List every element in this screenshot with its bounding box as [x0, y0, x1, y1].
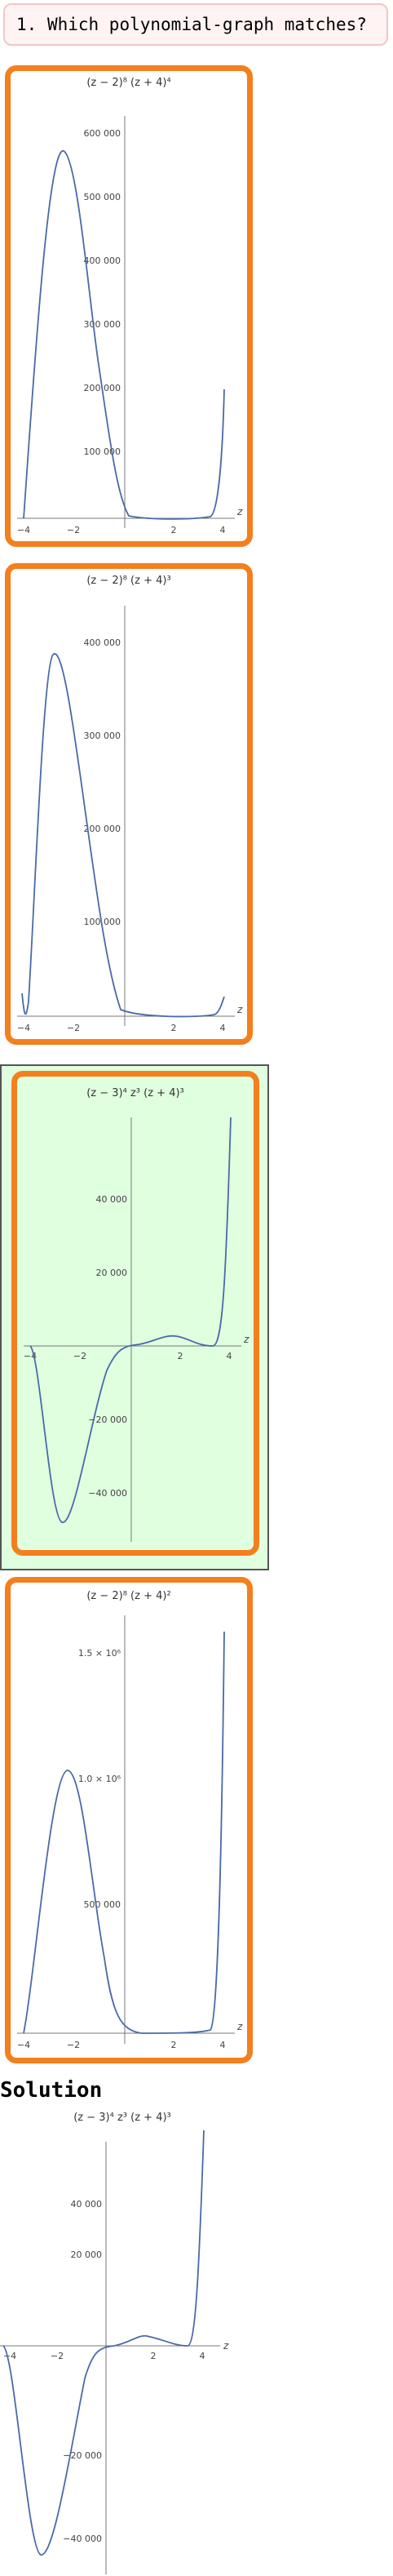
question-number: 1. [16, 15, 38, 34]
x-axis-var: z [236, 506, 243, 517]
x-tick-label: −4 [17, 1023, 30, 1033]
x-ticks: −4 −2 2 4 [17, 1023, 226, 1033]
x-tick-label: 4 [220, 525, 226, 535]
x-tick-label: −2 [67, 525, 80, 535]
plot-title: (z − 3)⁴ z³ (z + 4)³ [73, 2112, 171, 2124]
y-ticks: −40 000 −20 000 20 000 40 000 [63, 2199, 102, 2544]
curve [21, 653, 225, 1018]
y-ticks: 500 000 1.0 × 10⁶ 1.5 × 10⁶ [78, 1648, 121, 1910]
option-3[interactable]: (z − 3)⁴ z³ (z + 4)³ z −4 −2 2 4 −40 000… [11, 1071, 259, 1556]
option-4[interactable]: (z − 2)⁸ (z + 4)² z −4 −2 2 4 500 000 1.… [5, 1577, 253, 2063]
curve [29, 1117, 232, 1523]
y-tick-label: 20 000 [71, 2250, 103, 2260]
question-text: Which polynomial-graph matches? [46, 15, 367, 34]
x-ticks: −4 −2 2 4 [17, 525, 226, 535]
y-tick-label: 40 000 [71, 2199, 103, 2210]
y-tick-label: 300 000 [84, 731, 121, 741]
y-tick-label: 1.5 × 10⁶ [78, 1648, 121, 1659]
plot-title: (z − 2)⁸ (z + 4)³ [86, 575, 170, 587]
y-tick-label: 200 000 [84, 824, 121, 834]
y-tick-label: 40 000 [96, 1194, 128, 1205]
x-tick-label: 4 [220, 1023, 226, 1033]
curve [23, 1631, 225, 2034]
x-tick-label: −4 [17, 2040, 30, 2050]
y-ticks: −40 000 −20 000 20 000 40 000 [88, 1194, 127, 1499]
y-tick-label: −20 000 [88, 1415, 127, 1425]
curve [2, 2130, 205, 2556]
x-tick-label: 2 [171, 1023, 177, 1033]
x-axis-var: z [236, 2021, 243, 2032]
plot-option-2: (z − 2)⁸ (z + 4)³ z −4 −2 2 4 100 000 20… [17, 575, 243, 1033]
plot-title: (z − 2)⁸ (z + 4)² [86, 1590, 170, 1602]
solution-plot: (z − 3)⁴ z³ (z + 4)³ z −4 −2 2 4 −40 000… [0, 2112, 229, 2574]
x-tick-label: 2 [151, 2351, 157, 2361]
plot-title: (z − 3)⁴ z³ (z + 4)³ [86, 1087, 184, 1099]
y-tick-label: 600 000 [84, 128, 121, 139]
plot-option-1: (z − 2)⁸ (z + 4)⁴ z −4 −2 2 4 100 000 20… [17, 77, 243, 535]
y-tick-label: 500 000 [84, 192, 121, 202]
x-tick-label: 4 [227, 1351, 232, 1361]
x-tick-label: 4 [220, 2040, 226, 2050]
y-tick-label: 400 000 [84, 637, 121, 648]
solution-heading: Solution [0, 2078, 103, 2103]
plot-option-4: (z − 2)⁸ (z + 4)² z −4 −2 2 4 500 000 1.… [17, 1590, 243, 2050]
x-tick-label: 2 [171, 525, 177, 535]
y-tick-label: 20 000 [96, 1268, 128, 1278]
x-tick-label: 2 [178, 1351, 183, 1361]
y-ticks: 100 000 200 000 300 000 400 000 500 000 … [84, 128, 121, 457]
x-ticks: −4 −2 2 4 [24, 1351, 232, 1361]
x-tick-label: −2 [67, 2040, 80, 2050]
y-tick-label: 400 000 [84, 255, 121, 266]
y-tick-label: 1.0 × 10⁶ [78, 1774, 121, 1784]
y-tick-label: 300 000 [84, 319, 121, 330]
x-tick-label: 2 [171, 2040, 177, 2050]
plot-title: (z − 2)⁸ (z + 4)⁴ [86, 77, 170, 89]
y-ticks: 100 000 200 000 300 000 400 000 [84, 637, 121, 927]
option-2[interactable]: (z − 2)⁸ (z + 4)³ z −4 −2 2 4 100 000 20… [5, 563, 253, 1045]
x-tick-label: 4 [200, 2351, 205, 2361]
y-tick-label: −40 000 [63, 2534, 102, 2544]
x-axis-var: z [243, 1334, 249, 1345]
plot-option-3: (z − 3)⁴ z³ (z + 4)³ z −4 −2 2 4 −40 000… [24, 1087, 249, 1542]
y-tick-label: 500 000 [84, 1899, 121, 1910]
x-ticks: −4 −2 2 4 [3, 2351, 205, 2361]
x-tick-label: −2 [73, 1351, 86, 1361]
x-ticks: −4 −2 2 4 [17, 2040, 226, 2050]
option-1[interactable]: (z − 2)⁸ (z + 4)⁴ z −4 −2 2 4 100 000 20… [5, 65, 253, 547]
question-banner: 1. Which polynomial-graph matches? [3, 3, 388, 46]
x-tick-label: −2 [51, 2351, 64, 2361]
x-tick-label: −4 [17, 525, 30, 535]
y-tick-label: −40 000 [88, 1488, 127, 1499]
x-tick-label: −2 [67, 1023, 80, 1033]
curve [23, 150, 225, 520]
x-axis-var: z [223, 2340, 229, 2352]
x-axis-var: z [236, 1004, 243, 1015]
y-tick-label: 100 000 [84, 446, 121, 457]
y-tick-label: −20 000 [63, 2450, 102, 2461]
x-tick-label: −4 [3, 2351, 16, 2361]
